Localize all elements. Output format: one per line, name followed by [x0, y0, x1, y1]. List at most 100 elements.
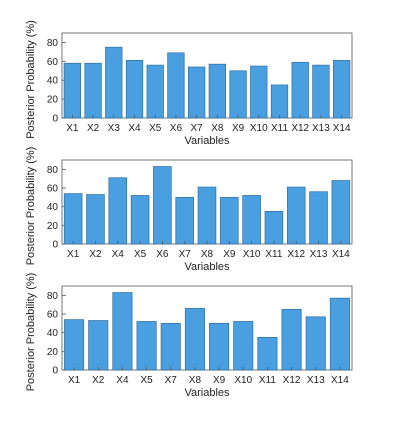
- x-tick-label: X14: [331, 375, 349, 386]
- bar-X14: [329, 297, 350, 371]
- y-axis-label: Posterior Probability (%): [25, 20, 37, 139]
- x-axis-label: Variables: [184, 387, 230, 399]
- x-tick-label: X10: [234, 375, 252, 386]
- x-tick-label: X9: [232, 123, 245, 134]
- y-tick-label: 40: [47, 328, 59, 339]
- x-tick-label: X11: [265, 249, 282, 260]
- y-axis-label: Posterior Probability (%): [25, 147, 37, 266]
- bar-X5: [130, 195, 150, 245]
- x-tick-label: X10: [250, 123, 268, 134]
- bar-X12: [281, 308, 302, 371]
- x-tick-label: X12: [287, 249, 305, 260]
- y-tick-label: 0: [52, 114, 58, 125]
- y-tick-label: 60: [47, 310, 59, 321]
- x-tick-label: X4: [128, 123, 141, 134]
- plot-frame: [61, 285, 353, 371]
- bar-X1: [63, 193, 83, 245]
- bar-X10: [242, 195, 261, 245]
- y-tick-label: 60: [47, 57, 59, 68]
- y-tick-label: 80: [47, 38, 59, 49]
- x-tick-label: X6: [170, 123, 183, 134]
- bar-X10: [233, 321, 254, 371]
- bar-X4: [125, 60, 144, 119]
- x-tick-label: X6: [156, 249, 169, 260]
- x-tick-label: X11: [271, 123, 288, 134]
- x-tick-label: X4: [116, 375, 129, 386]
- x-tick-label: X1: [68, 375, 81, 386]
- x-tick-label: X2: [92, 375, 105, 386]
- x-tick-label: X8: [201, 249, 214, 260]
- x-tick-label: X9: [223, 249, 236, 260]
- x-tick-label: X10: [243, 249, 261, 260]
- y-tick-label: 20: [47, 221, 59, 232]
- bar-X11: [257, 336, 278, 371]
- bar-X13: [312, 64, 330, 119]
- bar-X6: [153, 166, 172, 245]
- bar-X13: [309, 191, 328, 245]
- x-axis-label: Variables: [184, 135, 230, 147]
- x-tick-label: X11: [259, 375, 276, 386]
- y-tick-label: 80: [47, 291, 59, 302]
- y-tick-label: 40: [47, 76, 59, 87]
- x-tick-label: X14: [333, 123, 351, 134]
- y-tick-label: 0: [52, 366, 58, 377]
- bar-X14: [333, 60, 351, 119]
- bar-X1: [64, 319, 85, 371]
- bar-X1: [63, 62, 81, 119]
- bar-X4: [108, 177, 128, 245]
- bar-X3: [105, 46, 123, 119]
- y-tick-label: 20: [47, 95, 59, 106]
- bar-X5: [136, 321, 157, 371]
- y-tick-label: 20: [47, 347, 59, 358]
- x-tick-label: X5: [134, 249, 147, 260]
- x-tick-label: X8: [211, 123, 224, 134]
- y-axis-label: Posterior Probability (%): [25, 273, 37, 392]
- x-tick-label: X5: [140, 375, 153, 386]
- bar-X11: [270, 84, 289, 119]
- y-tick-label: 60: [47, 184, 59, 195]
- x-tick-label: X7: [191, 123, 204, 134]
- chart-panel-3: 0 20 40 60 80 X1 X2 X4 X5 X7 X8 X9 X10 X11 X12 X13 X14 Po…: [25, 273, 353, 399]
- x-tick-label: X13: [307, 375, 325, 386]
- x-tick-label: X5: [149, 123, 162, 134]
- bar-X5: [146, 64, 164, 119]
- x-tick-label: X7: [179, 249, 192, 260]
- y-tick-label: 0: [52, 240, 58, 251]
- x-tick-label: X13: [312, 123, 330, 134]
- bar-X8: [197, 186, 217, 245]
- y-tick-label: 40: [47, 202, 59, 213]
- bar-X12: [291, 61, 309, 119]
- bar-X7: [175, 196, 194, 245]
- bar-X11: [264, 210, 284, 245]
- x-tick-label: X7: [165, 375, 178, 386]
- bar-X8: [184, 308, 205, 371]
- bar-X4: [112, 292, 133, 371]
- x-tick-label: X12: [291, 123, 309, 134]
- bar-X13: [305, 316, 326, 371]
- x-tick-label: X2: [89, 249, 102, 260]
- x-tick-label: X2: [87, 123, 100, 134]
- bar-X14: [331, 180, 351, 245]
- y-tick-label: 80: [47, 165, 59, 176]
- chart-panel-1: 0 20 40 60 80 X1 X2 X3 X4 X5 X6 X7 X8 X9 X10 X11 X12 X13 X…: [25, 20, 353, 139]
- bar-X9: [220, 196, 239, 245]
- bar-X6: [167, 52, 185, 119]
- x-tick-label: X3: [108, 123, 121, 134]
- x-tick-label: X9: [213, 375, 226, 386]
- x-tick-label: X14: [332, 249, 350, 260]
- bar-X12: [286, 186, 306, 245]
- x-tick-label: X4: [112, 249, 125, 260]
- bar-X2: [84, 62, 102, 119]
- bar-X2: [88, 320, 109, 371]
- plot-frame: [61, 32, 353, 119]
- bar-X10: [250, 65, 268, 119]
- x-tick-label: X13: [310, 249, 328, 260]
- bar-X7: [160, 322, 181, 371]
- bar-X8: [208, 63, 226, 119]
- x-tick-label: X1: [66, 123, 79, 134]
- x-tick-label: X1: [67, 249, 80, 260]
- bar-X9: [209, 322, 230, 371]
- bar-X2: [86, 194, 105, 245]
- x-tick-label: X8: [189, 375, 202, 386]
